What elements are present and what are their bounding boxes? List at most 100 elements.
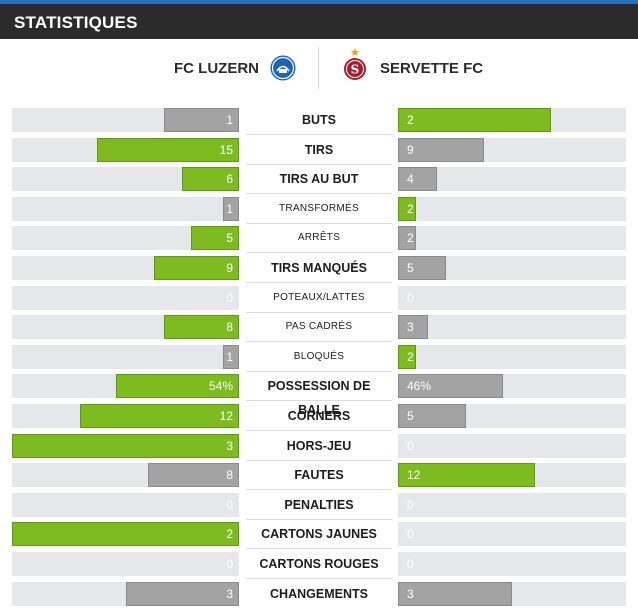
stat-row: 9 TIRS MANQUÉS 5 <box>0 256 638 280</box>
home-stat-bar <box>97 138 239 162</box>
servette-fc-logo-icon[interactable]: S <box>342 48 368 82</box>
home-stat-value: 54% <box>208 379 233 393</box>
away-stat-value: 4 <box>407 172 414 186</box>
away-stat-value: 2 <box>407 350 414 364</box>
away-stat-track: 3 <box>398 315 626 339</box>
home-stat-bar <box>191 226 239 250</box>
home-stat-value: 0 <box>226 291 233 305</box>
away-stat-bar <box>398 463 535 487</box>
home-stat-bar <box>223 345 239 369</box>
home-stat-value: 12 <box>219 409 233 423</box>
away-stat-bar <box>398 108 551 132</box>
away-stat-value: 0 <box>407 291 414 305</box>
home-stat-track: 1 <box>12 108 239 132</box>
row-divider <box>246 223 392 224</box>
home-stat-bar <box>125 582 239 606</box>
away-stat-track: 5 <box>398 256 626 280</box>
home-stat-value: 1 <box>226 350 233 364</box>
stat-label: CARTONS JAUNES <box>261 527 377 541</box>
away-stat-value: 12 <box>407 468 421 482</box>
home-stat-track: 8 <box>12 463 239 487</box>
away-stat-value: 3 <box>407 587 414 601</box>
row-divider <box>246 164 392 165</box>
home-stat-track: 0 <box>12 493 239 517</box>
top-accent-strip <box>0 0 638 4</box>
away-stat-value: 2 <box>407 113 414 127</box>
stat-row: 8 PAS CADRÉS 3 <box>0 315 638 339</box>
away-stat-track: 0 <box>398 552 626 576</box>
home-team-name[interactable]: FC LUZERN <box>174 60 259 77</box>
row-divider <box>246 548 392 549</box>
away-stat-track: 4 <box>398 167 626 191</box>
home-stat-track: 9 <box>12 256 239 280</box>
home-stat-bar <box>153 256 239 280</box>
home-stat-track: 5 <box>12 226 239 250</box>
row-divider <box>246 282 392 283</box>
away-stat-bar <box>398 582 512 606</box>
away-stat-track: 0 <box>398 522 626 546</box>
stat-label: CARTONS ROUGES <box>259 557 379 571</box>
away-stat-track: 9 <box>398 138 626 162</box>
row-divider <box>246 430 392 431</box>
home-stat-value: 3 <box>226 587 233 601</box>
stat-label: ARRÊTS <box>297 232 341 243</box>
home-stat-value: 0 <box>226 498 233 512</box>
stat-row: 2 CARTONS JAUNES 0 <box>0 522 638 546</box>
away-stat-track: 12 <box>398 463 626 487</box>
stat-label: BLOQUÉS <box>293 351 345 362</box>
home-stat-value: 15 <box>219 143 233 157</box>
home-stat-track: 12 <box>12 404 239 428</box>
away-stat-value: 2 <box>407 202 414 216</box>
stat-label: PAS CADRÉS <box>285 321 353 332</box>
home-stat-track: 15 <box>12 138 239 162</box>
stat-row: 12 CORNERS 5 <box>0 404 638 428</box>
home-stat-bar <box>116 374 239 398</box>
home-stat-track: 3 <box>12 434 239 458</box>
stat-label: TRANSFORMÉS <box>279 203 359 214</box>
away-stat-bar <box>398 404 467 428</box>
home-stat-track: 1 <box>12 197 239 221</box>
away-stat-track: 2 <box>398 226 626 250</box>
away-stat-bar <box>398 197 417 221</box>
away-team-name[interactable]: SERVETTE FC <box>380 60 484 77</box>
home-stat-value: 1 <box>226 113 233 127</box>
stat-label: TIRS MANQUÉS <box>271 261 367 275</box>
stat-row: 3 HORS-JEU 0 <box>0 434 638 458</box>
home-stat-track: 8 <box>12 315 239 339</box>
stat-label: PENALTIES <box>284 498 354 512</box>
teams-divider <box>318 47 319 89</box>
home-stat-bar <box>148 463 239 487</box>
home-stat-track: 54% <box>12 374 239 398</box>
home-stat-bar <box>12 522 239 546</box>
away-stat-value: 0 <box>407 439 414 453</box>
stat-label: TIRS <box>304 143 334 157</box>
home-stat-track: 2 <box>12 522 239 546</box>
row-divider <box>246 460 392 461</box>
away-logo-letter: S <box>351 63 360 77</box>
stat-row: 0 POTEAUX/LATTES 0 <box>0 286 638 310</box>
stat-label: CHANGEMENTS <box>270 587 368 601</box>
home-stat-value: 5 <box>226 231 233 245</box>
row-divider <box>246 371 392 372</box>
stat-row: 54% POSSESSION DE BALLE 46% <box>0 374 638 417</box>
away-stat-value: 3 <box>407 320 414 334</box>
home-stat-track: 1 <box>12 345 239 369</box>
away-stat-value: 2 <box>407 231 414 245</box>
fc-luzern-logo-icon[interactable] <box>269 54 297 82</box>
home-stat-track: 0 <box>12 552 239 576</box>
home-stat-track: 6 <box>12 167 239 191</box>
stat-row: 5 ARRÊTS 2 <box>0 226 638 250</box>
stat-row: 1 BUTS 2 <box>0 108 638 132</box>
away-stat-track: 2 <box>398 197 626 221</box>
away-stat-track: 2 <box>398 345 626 369</box>
stat-label: FAUTES <box>294 468 344 482</box>
row-divider <box>246 134 392 135</box>
stat-row: 1 TRANSFORMÉS 2 <box>0 197 638 221</box>
away-stat-track: 0 <box>398 493 626 517</box>
row-divider <box>246 400 392 401</box>
away-stat-track: 3 <box>398 582 626 606</box>
home-stat-value: 6 <box>226 172 233 186</box>
away-stat-track: 0 <box>398 434 626 458</box>
row-divider <box>246 193 392 194</box>
away-stat-track: 2 <box>398 108 626 132</box>
